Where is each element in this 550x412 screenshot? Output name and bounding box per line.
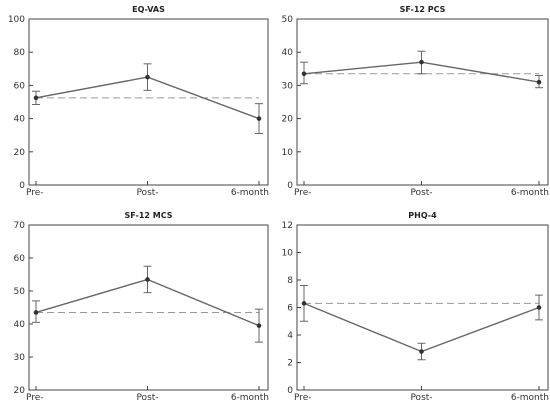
y-tick-label: 20 (282, 115, 294, 125)
y-tick-label: 20 (14, 148, 26, 158)
y-tick-label: 100 (8, 15, 25, 25)
y-tick-label: 0 (287, 386, 293, 396)
plot-frame (296, 18, 549, 186)
data-point (33, 310, 39, 315)
chart-panel: SF-12 PCS 0 10 20 30 40 50 Pre- Post- 6-month (282, 5, 549, 198)
y-tick-label: 0 (287, 181, 293, 191)
data-point (256, 323, 262, 328)
y-tick-label: 6 (287, 304, 293, 314)
data-point (419, 59, 424, 65)
chart-title: EQ-VAS (132, 5, 165, 14)
x-tick-label: 6-month (511, 393, 549, 403)
chart-title: SF-12 PCS (400, 5, 446, 14)
y-tick-label: 40 (14, 320, 26, 330)
x-tick-label: Pre- (294, 393, 312, 403)
x-tick-label: Pre- (26, 393, 44, 403)
x-tick-label: Post- (410, 188, 432, 198)
x-tick-label: Post- (136, 188, 158, 198)
x-tick-label: Post- (410, 393, 432, 403)
y-tick-label: 2 (287, 359, 293, 369)
y-tick-label: 20 (14, 386, 26, 396)
data-point (419, 349, 424, 354)
plot-frame (28, 224, 269, 391)
x-tick-label: Pre- (26, 188, 44, 198)
y-tick-label: 80 (14, 48, 26, 58)
y-tick-label: 30 (282, 81, 294, 91)
x-tick-label: Post- (136, 393, 158, 403)
y-tick-label: 10 (282, 148, 294, 158)
y-tick-label: 4 (287, 331, 293, 341)
y-tick-label: 12 (282, 221, 293, 231)
y-tick-label: 8 (287, 276, 293, 286)
y-tick-label: 70 (14, 221, 26, 231)
data-point (536, 305, 542, 310)
x-tick-label: 6-month (511, 188, 549, 198)
data-point (145, 277, 150, 282)
x-tick-label: Pre- (294, 188, 312, 198)
data-point (33, 95, 39, 101)
y-tick-label: 60 (14, 254, 26, 264)
data-point (145, 74, 150, 80)
x-tick-label: 6-month (231, 188, 269, 198)
data-point (256, 116, 262, 121)
y-tick-label: 50 (282, 15, 294, 25)
y-tick-label: 40 (14, 115, 26, 125)
y-tick-label: 10 (282, 249, 294, 259)
y-tick-label: 40 (282, 48, 294, 58)
data-point (536, 79, 542, 85)
chart-panel: SF-12 MCS 20 30 40 50 60 70 Pre- Post- 6-month (14, 211, 269, 403)
plot-frame (28, 18, 269, 186)
data-point (301, 71, 307, 77)
chart-panel: EQ-VAS 0 20 40 60 80 100 Pre- Post- 6-month (8, 5, 269, 198)
y-tick-label: 50 (14, 287, 26, 297)
x-tick-label: 6-month (231, 393, 269, 403)
plot-frame (296, 224, 549, 391)
chart-title: PHQ-4 (408, 211, 437, 220)
y-tick-label: 0 (19, 181, 25, 191)
chart-title: SF-12 MCS (125, 211, 173, 220)
y-tick-label: 30 (14, 353, 26, 363)
y-tick-label: 60 (14, 81, 26, 91)
data-point (301, 301, 307, 306)
chart-panel: PHQ-4 0 2 4 6 8 10 12 Pre- Post- 6-month (282, 211, 549, 403)
